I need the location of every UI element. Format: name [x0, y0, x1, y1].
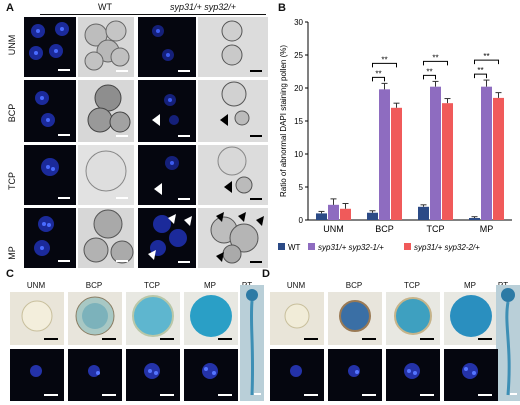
significance-bracket: [372, 62, 397, 68]
legend-swatch: [308, 243, 315, 250]
panel-c-label-bcp: BCP: [85, 281, 103, 290]
micrograph-wt-bcp-dapi: [24, 80, 76, 142]
micrograph-mut-tcp-dapi: [138, 145, 196, 205]
significance-label: **: [483, 52, 489, 61]
panel-c-label-unm: UNM: [26, 281, 46, 290]
dapi-c-unm: [10, 349, 64, 401]
dapi-d-bcp: [328, 349, 382, 401]
significance-label: **: [375, 69, 381, 78]
mutant-group-line: [140, 14, 266, 15]
micrograph-wt-tcp-dapi: [24, 145, 76, 205]
legend-label: syp31/+ syp32-1/+: [318, 243, 384, 252]
significance-label: **: [477, 66, 483, 75]
micrograph-wt-mp-dapi: [24, 208, 76, 268]
bar: [328, 204, 339, 220]
gus-c-unm: [10, 292, 64, 345]
row-label-tcp: TCP: [7, 172, 17, 190]
significance-label: **: [381, 55, 387, 64]
x-tick-label: MP: [480, 224, 494, 234]
bar: [379, 89, 390, 220]
significance-bracket: [372, 76, 385, 82]
gus-d-tcp: [386, 292, 440, 345]
significance-bracket: [423, 74, 436, 80]
wt-group-label: WT: [98, 2, 112, 12]
bar: [316, 213, 327, 220]
y-axis-label: Ratio of abnormal DAPI staining pollen (…: [279, 45, 288, 197]
dapi-c-tcp: [126, 349, 180, 401]
panel-a-letter: A: [6, 2, 14, 14]
legend-label: WT: [288, 243, 301, 252]
gus-d-mp: [444, 292, 498, 345]
micrograph-wt-unm-bf: [78, 17, 134, 77]
wt-group-line: [40, 14, 170, 15]
gus-d-unm: [270, 292, 324, 345]
significance-bracket: [423, 60, 448, 66]
gus-c-tcp: [126, 292, 180, 345]
micrograph-mut-bcp-dapi: [138, 80, 196, 142]
legend-swatch: [404, 243, 411, 250]
gus-c-bcp: [68, 292, 122, 345]
y-tick-label: 30: [294, 18, 303, 27]
y-tick-label: 0: [299, 216, 304, 225]
gus-d-bcp: [328, 292, 382, 345]
dapi-d-tcp: [386, 349, 440, 401]
micrograph-wt-mp-bf: [78, 208, 134, 268]
row-label-bcp: BCP: [7, 103, 17, 123]
bar: [418, 206, 429, 220]
micrograph-mut-unm-dapi: [138, 17, 196, 77]
gus-d-pt: [496, 285, 520, 401]
bar-chart: 0 5 10 15 20 25 30 Ratio of abnormal DAPI stain…: [278, 18, 512, 252]
micrograph-mut-mp-bf: [198, 208, 268, 268]
bar: [469, 218, 480, 220]
bar: [367, 212, 378, 220]
panel-c-label-tcp: TCP: [144, 281, 160, 290]
panel-c-letter: C: [6, 268, 14, 280]
micrograph-mut-unm-bf: [198, 17, 268, 77]
micrograph-wt-tcp-bf: [78, 145, 134, 205]
y-tick-label: 15: [294, 117, 303, 126]
dapi-c-bcp: [68, 349, 122, 401]
bar: [391, 107, 402, 220]
legend-swatch: [278, 243, 285, 250]
panel-d-label-tcp: TCP: [404, 281, 420, 290]
micrograph-wt-bcp-bf: [78, 80, 134, 142]
significance-bracket: [474, 59, 499, 65]
dapi-c-mp: [184, 349, 238, 401]
micrograph-wt-unm-dapi: [24, 17, 76, 77]
x-tick-label: TCP: [427, 224, 445, 234]
significance-bracket: [474, 73, 487, 79]
panel-d-label-unm: UNM: [286, 281, 306, 290]
y-tick-label: 5: [299, 183, 304, 192]
panel-c-label-mp: MP: [204, 281, 216, 290]
mutant-group-label: syp31/+ syp32/+: [169, 2, 237, 12]
legend-label: syp31/+ syp32-2/+: [414, 243, 480, 252]
micrograph-mut-bcp-bf: [198, 80, 268, 142]
x-tick-label: BCP: [375, 224, 394, 234]
gus-c-pt: [240, 285, 264, 401]
bar: [430, 86, 441, 221]
micrograph-mut-mp-dapi: [138, 208, 196, 268]
y-tick-label: 10: [294, 150, 303, 159]
micrograph-mut-tcp-bf: [198, 145, 268, 205]
bar: [340, 208, 351, 220]
panel-d-label-bcp: BCP: [345, 281, 363, 290]
bar: [442, 103, 453, 220]
significance-label: **: [426, 67, 432, 76]
panel-d-letter: D: [262, 268, 270, 280]
panel-d-label-mp: MP: [464, 281, 476, 290]
x-tick-label: UNM: [323, 224, 344, 234]
row-label-unm: UNM: [7, 34, 17, 56]
gus-c-mp: [184, 292, 238, 345]
dapi-d-mp: [444, 349, 498, 401]
y-tick-label: 20: [294, 84, 303, 93]
dapi-d-unm: [270, 349, 324, 401]
bar: [481, 86, 492, 221]
significance-label: **: [432, 53, 438, 62]
panel-b-letter: B: [278, 2, 286, 14]
y-tick-label: 25: [294, 51, 303, 60]
bar: [493, 97, 504, 220]
